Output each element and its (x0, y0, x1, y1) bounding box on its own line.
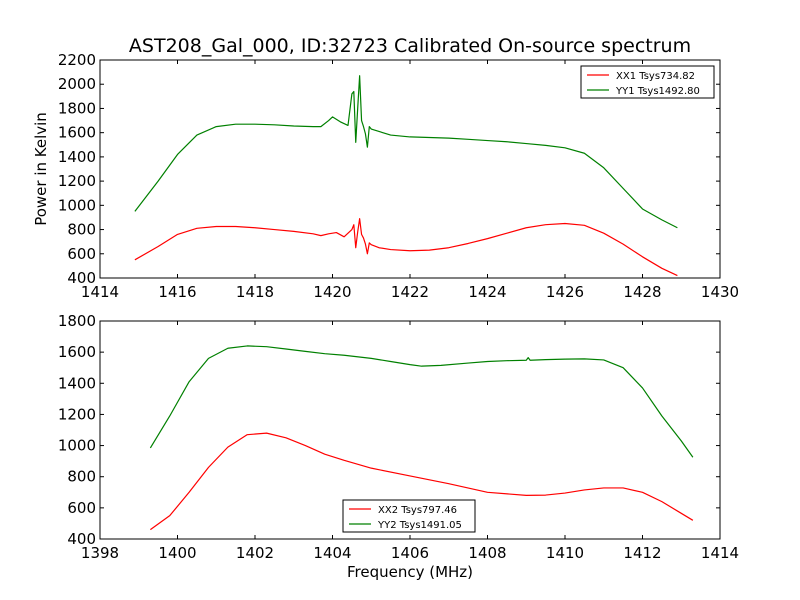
x-tick-label: 1400 (158, 544, 196, 562)
x-tick-label: 1414 (701, 544, 739, 562)
legend-box (342, 499, 476, 533)
series-line-yy1 (134, 75, 678, 229)
legend-box (580, 65, 715, 99)
x-axis-label: Frequency (MHz) (347, 563, 473, 581)
y-tick-label: 1200 (58, 405, 96, 423)
y-tick-label: 1800 (58, 312, 96, 330)
y-tick-label: 1800 (58, 99, 96, 117)
legend-label: YY2 Tsys1491.05 (377, 520, 462, 531)
y-tick-label: 1600 (58, 124, 96, 142)
y-tick-label: 2000 (58, 75, 96, 93)
x-tick-label: 1428 (623, 283, 661, 301)
y-tick-label: 1400 (58, 148, 96, 166)
x-tick-label: 1424 (468, 283, 506, 301)
y-tick-label: 400 (67, 269, 96, 287)
series-line-xx1 (134, 218, 678, 277)
x-tick-label: 1404 (313, 544, 351, 562)
legend: XX2 Tsys797.46 YY2 Tsys1491.05 (342, 499, 476, 533)
legend-label: XX1 Tsys734.82 (616, 71, 695, 82)
chart-panel-2: 1398 1400 1402 1404 1406 1408 1410 1412 1414 400 6… (58, 312, 739, 581)
y-tick-label: 1000 (58, 196, 96, 214)
chart-title: AST208_Gal_000, ID:32723 Calibrated On-s… (129, 35, 691, 57)
x-tick-label: 1398 (81, 544, 119, 562)
y-tick-label: 800 (67, 468, 96, 486)
x-tick-label: 1422 (391, 283, 429, 301)
y-tick-label: 1400 (58, 374, 96, 392)
x-tick-label: 1426 (546, 283, 584, 301)
chart-panel-1: 1414 1416 1418 1420 1422 1424 1426 1428 1430 400 6… (32, 35, 739, 301)
x-tick-label: 1414 (81, 283, 119, 301)
x-tick-label: 1416 (158, 283, 196, 301)
x-tick-label: 1420 (313, 283, 351, 301)
x-tick-label: 1430 (701, 283, 739, 301)
x-tick-label: 1408 (468, 544, 506, 562)
y-tick-label: 1000 (58, 437, 96, 455)
x-tick-label: 1418 (236, 283, 274, 301)
x-tick-label: 1402 (236, 544, 274, 562)
x-tick-label: 1406 (391, 544, 429, 562)
y-tick-label: 600 (67, 499, 96, 517)
y-tick-label: 2200 (58, 51, 96, 69)
legend: XX1 Tsys734.82 YY1 Tsys1492.80 (580, 65, 715, 99)
x-tick-label: 1412 (623, 544, 661, 562)
y-tick-label: 1200 (58, 172, 96, 190)
legend-label: XX2 Tsys797.46 (378, 505, 457, 516)
legend-label: YY1 Tsys1492.80 (615, 86, 700, 97)
x-tick-label: 1410 (546, 544, 584, 562)
y-axis-label: Power in Kelvin (32, 112, 50, 226)
y-tick-label: 800 (67, 221, 96, 239)
y-tick-label: 400 (67, 530, 96, 548)
series-line-yy2 (149, 345, 694, 458)
series-line-xx2 (150, 432, 694, 531)
y-tick-label: 1600 (58, 343, 96, 361)
y-tick-label: 600 (67, 245, 96, 263)
